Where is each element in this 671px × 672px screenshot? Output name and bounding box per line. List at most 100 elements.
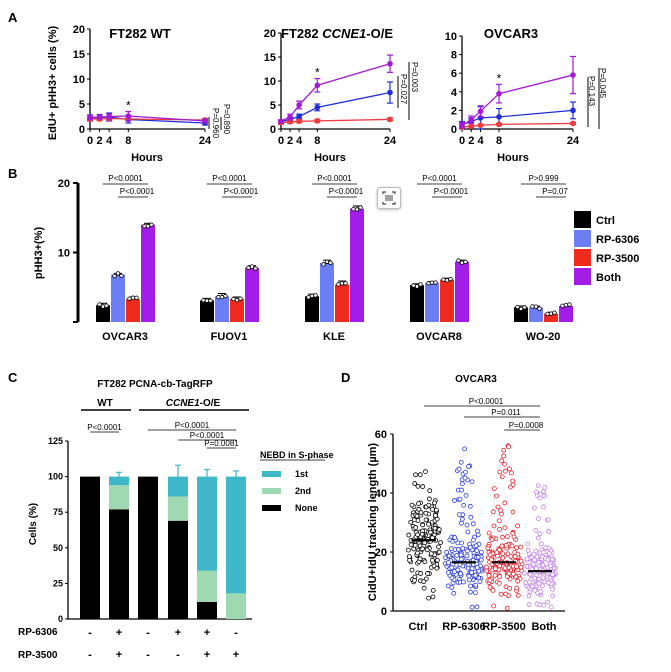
d-data-point xyxy=(498,591,504,597)
c-pvalue-label: P=0.0081 xyxy=(204,439,239,448)
b-legend-label: Both xyxy=(596,272,621,284)
d-data-point xyxy=(507,576,513,582)
A3-point xyxy=(496,121,502,128)
b-replicate-dot xyxy=(149,222,154,227)
d-data-point xyxy=(416,501,421,506)
A2-point xyxy=(296,118,302,125)
d-data-point xyxy=(477,579,483,584)
d-category-label: Both xyxy=(531,621,556,633)
d-data-point xyxy=(464,548,470,554)
panel-letter-b: B xyxy=(8,166,17,181)
d-data-point xyxy=(428,551,434,557)
d-pvalue-label: P=0.011 xyxy=(491,408,521,417)
d-data-point xyxy=(478,549,484,555)
d-data-point xyxy=(473,543,479,549)
b-replicate-dot xyxy=(414,284,420,289)
d-data-point xyxy=(451,590,457,596)
d-data-point xyxy=(413,472,418,478)
d-data-point xyxy=(550,593,556,599)
d-data-point xyxy=(456,466,462,472)
b-replicate-dot xyxy=(309,293,315,299)
b-pvalue-top: P<0.0001 xyxy=(108,174,143,183)
d-data-point xyxy=(420,546,425,552)
c-bar-segment xyxy=(197,570,217,602)
d-data-point xyxy=(455,547,461,552)
b-bar xyxy=(335,284,349,322)
b-replicate-dot xyxy=(328,260,333,265)
d-category-label: RP-6306 xyxy=(442,621,485,633)
b-replicate-dot xyxy=(112,273,117,279)
A2-xtick-label: 0 xyxy=(278,135,284,147)
b-replicate-dot xyxy=(249,264,255,269)
d-data-point xyxy=(541,488,546,494)
d-ytick-label: 60 xyxy=(375,429,387,441)
c-treatment-mark: - xyxy=(88,627,92,639)
b-replicate-dot xyxy=(354,207,360,212)
d-data-point xyxy=(415,550,420,556)
A3-point xyxy=(468,116,475,123)
c-title: FT282 PCNA-cb-TagRFP xyxy=(97,379,213,390)
A2-point xyxy=(278,118,284,125)
A2-ytick-label: 15 xyxy=(264,52,276,64)
A2-ytick-label: 10 xyxy=(264,76,276,88)
d-data-point xyxy=(548,604,554,610)
a1-ylabel: EdU+ pHH3+ cells (%) xyxy=(47,26,59,141)
d-data-point xyxy=(459,487,464,493)
d-data-point xyxy=(426,595,431,601)
d-data-point xyxy=(486,573,492,578)
c-ccne1-label: CCNE1-O/E xyxy=(166,398,221,409)
A1-xtick-label: 4 xyxy=(106,135,113,147)
d-data-point xyxy=(534,489,539,495)
d-data-point xyxy=(507,585,513,591)
b-replicate-dot xyxy=(418,282,423,287)
A2-point xyxy=(387,89,393,96)
d-data-point xyxy=(446,570,451,575)
b-pvalue-bottom: P<0.0001 xyxy=(434,187,469,196)
d-data-point xyxy=(496,518,502,524)
A3-ytick-label: 10 xyxy=(445,31,457,43)
d-data-point xyxy=(423,517,429,523)
d-data-point xyxy=(546,529,551,534)
d-data-point xyxy=(492,572,498,578)
d-data-point xyxy=(500,555,506,561)
c-bar-segment xyxy=(226,476,246,594)
b-bar xyxy=(111,274,125,322)
b-bar xyxy=(141,224,155,322)
d-data-point xyxy=(469,566,475,572)
d-data-point xyxy=(455,567,461,573)
A2-point xyxy=(387,116,393,123)
d-data-point xyxy=(460,546,466,551)
b-bar xyxy=(200,300,214,322)
c-legend-swatch xyxy=(262,471,281,477)
a3-pvalue-2: P=0.045 xyxy=(598,68,607,99)
d-data-point xyxy=(513,574,519,580)
d-data-point xyxy=(468,514,474,520)
c-treatment-mark: + xyxy=(116,649,122,661)
d-data-point xyxy=(469,604,475,610)
d-data-point xyxy=(483,564,489,570)
b-legend-swatch xyxy=(574,211,591,228)
d-data-point xyxy=(454,552,460,558)
scan-icon xyxy=(382,191,396,205)
d-data-point xyxy=(490,509,496,515)
d-data-point xyxy=(491,523,497,529)
d-data-point xyxy=(491,603,497,609)
b-replicate-dot xyxy=(456,258,461,263)
d-data-point xyxy=(458,556,464,562)
d-pvalue-label: P=0.0008 xyxy=(509,421,544,430)
d-data-point xyxy=(500,534,505,540)
A2-ytick-label: 5 xyxy=(270,100,276,112)
d-data-point xyxy=(510,482,516,488)
A3-point xyxy=(477,108,484,115)
panel-a: FT282 WT EdU+ pHH3+ cells (%) Hours 0 5 10… xyxy=(47,24,607,164)
d-data-point xyxy=(499,474,505,480)
d-data-point xyxy=(527,571,533,577)
d-data-point xyxy=(406,532,412,538)
d-data-point xyxy=(427,529,433,535)
b-replicate-dot xyxy=(459,260,465,265)
d-data-point xyxy=(511,534,517,540)
d-data-point xyxy=(507,466,512,472)
c-bar-segment xyxy=(197,476,217,571)
scan-button[interactable] xyxy=(377,187,401,209)
